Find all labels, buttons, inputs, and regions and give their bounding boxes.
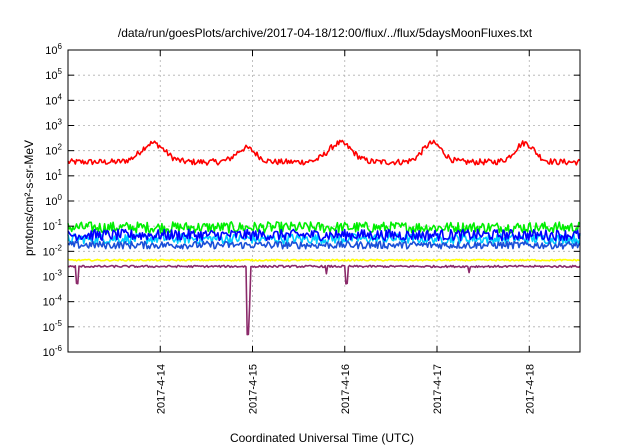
x-tick-label: 2017-4-16	[340, 364, 352, 414]
axis-tick-labels: 10-6 10-5 10-4 10-3 10-2 10-1 100 101 102 103 104 1…	[43, 42, 537, 414]
series-line-7	[67, 264, 581, 336]
y-tick-label: 10-1	[43, 218, 63, 233]
series-line-1	[67, 139, 581, 166]
x-tick-label: 2017-4-14	[155, 364, 167, 414]
series-line-4	[67, 228, 581, 242]
series-line-6	[67, 258, 581, 262]
y-tick-label: 101	[45, 168, 62, 183]
x-tick-label: 2017-4-18	[524, 364, 536, 414]
y-tick-label: 102	[45, 143, 62, 158]
y-tick-label: 106	[45, 42, 62, 57]
data-series	[67, 139, 581, 336]
y-axis-label: protons/cm²-s-sr-MeV	[22, 140, 36, 256]
y-tick-label: 10-2	[43, 243, 63, 258]
x-axis-label: Coordinated Universal Time (UTC)	[230, 431, 414, 445]
y-tick-label: 10-3	[43, 269, 63, 284]
series-line-5	[67, 240, 581, 250]
x-tick-label: 2017-4-15	[248, 364, 260, 414]
axis-ticks	[68, 49, 580, 353]
y-tick-label: 10-5	[43, 319, 63, 334]
x-tick-label: 2017-4-17	[432, 364, 444, 414]
y-tick-label: 10-6	[43, 344, 63, 359]
grid-lines	[68, 50, 580, 352]
series-line-2	[67, 221, 581, 234]
y-tick-label: 100	[45, 193, 62, 208]
y-tick-label: 105	[45, 67, 62, 82]
y-tick-label: 10-4	[43, 294, 63, 309]
y-tick-label: 104	[45, 92, 62, 107]
y-tick-label: 103	[45, 118, 62, 133]
chart-title: /data/run/goesPlots/archive/2017-04-18/1…	[118, 26, 533, 40]
